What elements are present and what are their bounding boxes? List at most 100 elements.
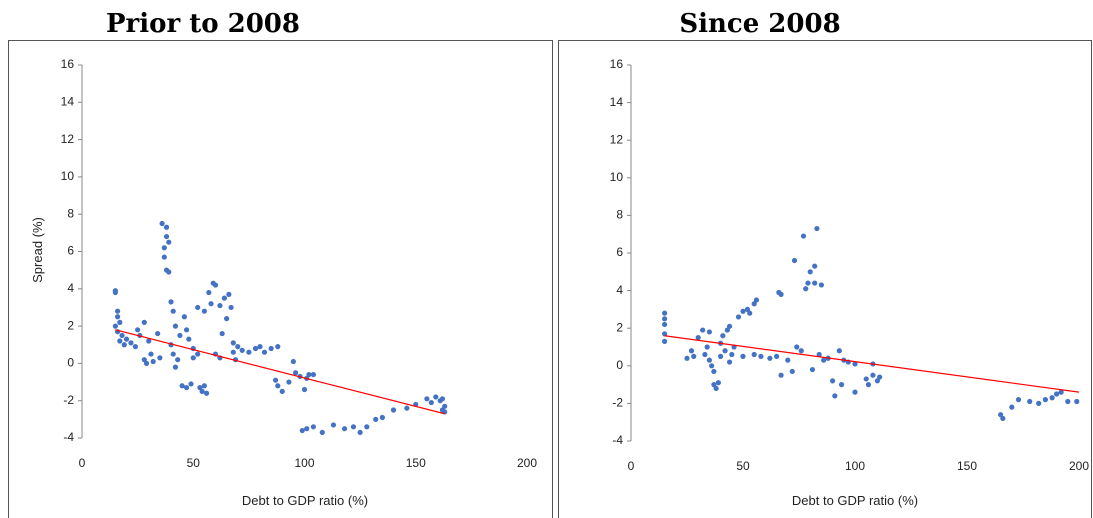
x-tick-label: 0 [79, 456, 86, 470]
scatter-point [217, 302, 223, 309]
scatter-point [1058, 389, 1064, 395]
scatter-point [175, 357, 181, 363]
scatter-point [1054, 391, 1060, 397]
scatter-point [684, 355, 690, 361]
scatter-point [181, 314, 187, 320]
scatter-point [186, 336, 192, 342]
x-tick-label: 150 [957, 459, 977, 473]
y-tick-label: 14 [610, 95, 624, 109]
scatter-point [442, 403, 448, 409]
scatter-point [706, 329, 713, 335]
scatter-point [177, 332, 183, 339]
scatter-point [662, 321, 668, 328]
scatter-point [729, 351, 735, 358]
y-axis-label: Spread (%) [30, 217, 45, 283]
scatter-point [774, 353, 780, 359]
scatter-point [163, 224, 170, 230]
y-tick-label: 4 [67, 281, 74, 295]
y-tick-label: 16 [61, 57, 75, 71]
scatter-point [778, 372, 784, 378]
scatter-point [206, 289, 212, 296]
scatter-point [740, 353, 746, 359]
y-tick-label: -4 [612, 433, 623, 447]
y-tick-label: -4 [63, 430, 74, 444]
scatter-point [870, 372, 876, 378]
chart-title: Prior to 2008 [106, 9, 300, 39]
y-tick-label: 6 [67, 244, 74, 258]
scatter-point [286, 379, 292, 385]
y-tick-label: 12 [61, 132, 75, 146]
scatter-point [159, 220, 165, 227]
scatter-point [695, 335, 701, 341]
scatter-point [183, 385, 190, 391]
scatter-point [852, 361, 858, 367]
y-tick-label: 0 [616, 358, 623, 372]
scatter-point [794, 344, 800, 350]
scatter-point [1049, 395, 1055, 401]
scatter-point [767, 355, 773, 361]
scatter-point [720, 333, 726, 339]
y-tick-label: 0 [67, 356, 74, 370]
scatter-point [744, 306, 751, 312]
x-axis-label: Debt to GDP ratio (%) [242, 493, 368, 508]
scatter-point [188, 381, 194, 387]
scatter-point [197, 385, 203, 391]
scatter-point [785, 357, 791, 363]
scatter-point [183, 327, 190, 333]
scatter-point [199, 388, 205, 394]
y-tick-label: 14 [61, 94, 75, 108]
scatter-point [364, 424, 370, 430]
scatter-point [195, 304, 201, 311]
y-tick-label: 12 [610, 132, 624, 146]
scatter-point [115, 308, 121, 314]
scatter-point [112, 289, 118, 296]
x-tick-label: 150 [406, 456, 426, 470]
scatter-point [688, 348, 695, 354]
scatter-point [161, 245, 167, 251]
scatter-point [1027, 398, 1033, 405]
x-tick-label: 200 [1069, 459, 1089, 473]
scatter-point [877, 374, 883, 380]
scatter-point [161, 254, 167, 260]
panel-frame [558, 40, 1092, 518]
scatter-point [724, 327, 730, 333]
y-tick-label: -2 [612, 396, 623, 410]
scatter-point [424, 396, 430, 402]
scatter-point [150, 358, 156, 365]
scatter-point [246, 349, 252, 355]
scatter-point [350, 424, 357, 430]
scatter-point [212, 282, 219, 288]
scatter-point [179, 383, 185, 389]
scatter-point [163, 233, 170, 240]
scatter-point [711, 382, 717, 388]
scatter-point [726, 323, 733, 329]
scatter-point [132, 344, 138, 350]
scatter-point [1009, 404, 1015, 410]
scatter-point [224, 316, 230, 322]
chart-title: Since 2008 [679, 9, 840, 39]
scatter-point [751, 301, 757, 307]
scatter-point [310, 424, 316, 430]
scatter-point [798, 348, 804, 354]
scatter-point [662, 338, 668, 344]
x-tick-label: 100 [845, 459, 865, 473]
scatter-point [706, 357, 713, 363]
scatter-point [301, 386, 308, 393]
scatter-point [753, 297, 760, 303]
scatter-point [204, 390, 210, 396]
x-tick-label: 50 [187, 456, 201, 470]
scatter-point [778, 291, 784, 297]
scatter-point [261, 349, 268, 355]
scatter-point [863, 376, 869, 382]
scatter-point [662, 310, 668, 316]
y-tick-label: 8 [67, 206, 74, 220]
y-tick-label: 8 [616, 208, 623, 222]
scatter-point [357, 429, 363, 436]
scatter-point [195, 351, 201, 357]
scatter-point [235, 344, 241, 350]
scatter-point [275, 344, 281, 350]
scatter-point [818, 282, 825, 288]
scatter-point [439, 407, 446, 413]
scatter-point [310, 371, 316, 378]
